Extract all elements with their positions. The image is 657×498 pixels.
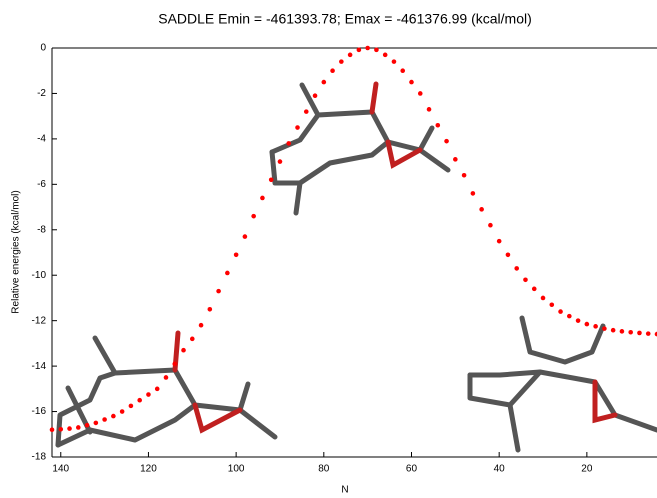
data-point	[549, 302, 554, 307]
data-point	[444, 139, 449, 144]
data-point	[269, 177, 274, 182]
data-point	[532, 287, 537, 292]
data-point	[67, 426, 72, 431]
data-point	[199, 323, 204, 328]
data-point	[146, 392, 151, 397]
data-point	[602, 326, 607, 331]
data-point	[357, 48, 362, 53]
data-point	[172, 362, 177, 367]
data-point	[181, 348, 186, 353]
data-point	[155, 387, 160, 392]
x-tick-label: 40	[494, 464, 506, 475]
data-point	[278, 159, 283, 164]
data-point	[400, 68, 405, 73]
data-point	[94, 421, 99, 426]
x-tick-label: 20	[581, 464, 593, 475]
data-point	[304, 109, 309, 114]
y-tick-label: -10	[32, 270, 47, 281]
x-tick-label: 120	[140, 464, 157, 475]
data-point	[339, 59, 344, 64]
data-point	[409, 80, 414, 85]
data-point	[453, 157, 458, 162]
data-point	[479, 207, 484, 212]
data-point	[58, 427, 63, 432]
data-point	[85, 423, 90, 428]
data-point	[567, 314, 572, 319]
data-point	[418, 91, 423, 96]
data-point	[611, 328, 616, 333]
data-point	[137, 398, 142, 403]
data-point	[558, 309, 563, 314]
y-tick-label: -16	[32, 406, 47, 417]
data-point	[488, 223, 493, 228]
data-point	[383, 53, 388, 58]
y-axis-label: Relative energies (kcal/mol)	[11, 190, 22, 313]
data-point	[111, 414, 116, 419]
chart-title: SADDLE Emin = -461393.78; Emax = -461376…	[158, 11, 532, 27]
y-tick-label: -4	[37, 134, 46, 145]
x-tick-label: 100	[228, 464, 245, 475]
data-point	[190, 337, 195, 342]
data-point	[514, 266, 519, 271]
data-point	[506, 252, 511, 257]
data-point	[637, 331, 642, 336]
y-tick-label: -2	[37, 88, 46, 99]
y-tick-label: -12	[32, 315, 47, 326]
data-point	[523, 277, 528, 282]
data-point	[208, 307, 213, 312]
data-point	[330, 68, 335, 73]
data-point	[427, 107, 432, 112]
data-point	[628, 330, 633, 335]
data-point	[50, 427, 55, 432]
data-point	[216, 289, 221, 294]
data-point	[164, 375, 169, 380]
y-tick-label: 0	[40, 43, 46, 54]
x-tick-label: 80	[318, 464, 330, 475]
data-point	[374, 48, 379, 53]
data-point	[365, 46, 370, 51]
data-point	[585, 322, 590, 327]
data-point	[260, 196, 265, 201]
y-tick-label: -6	[37, 179, 46, 190]
x-tick-label: 60	[406, 464, 418, 475]
data-point	[497, 239, 502, 244]
data-point	[234, 252, 239, 257]
data-point	[593, 324, 598, 329]
data-point	[322, 80, 327, 85]
data-point	[392, 59, 397, 64]
data-point	[76, 425, 81, 430]
data-point	[295, 125, 300, 130]
data-point	[225, 271, 230, 276]
x-axis-label: N	[341, 485, 348, 496]
data-point	[541, 296, 546, 301]
data-point	[243, 234, 248, 239]
data-point	[471, 191, 476, 196]
y-tick-label: -14	[32, 361, 47, 372]
y-tick-label: -18	[32, 452, 47, 463]
data-point	[646, 331, 651, 336]
x-tick-label: 140	[52, 464, 69, 475]
data-point	[129, 404, 134, 409]
data-point	[462, 173, 467, 178]
data-point	[576, 318, 581, 323]
y-tick-label: -8	[37, 224, 46, 235]
data-point	[348, 53, 353, 58]
data-point	[251, 214, 256, 219]
data-point	[620, 329, 625, 334]
data-point	[435, 123, 440, 128]
data-point	[120, 409, 125, 414]
data-point	[286, 141, 291, 146]
data-point	[313, 93, 318, 98]
data-point	[102, 417, 107, 422]
chart: SADDLE Emin = -461393.78; Emax = -461376…	[0, 0, 657, 498]
